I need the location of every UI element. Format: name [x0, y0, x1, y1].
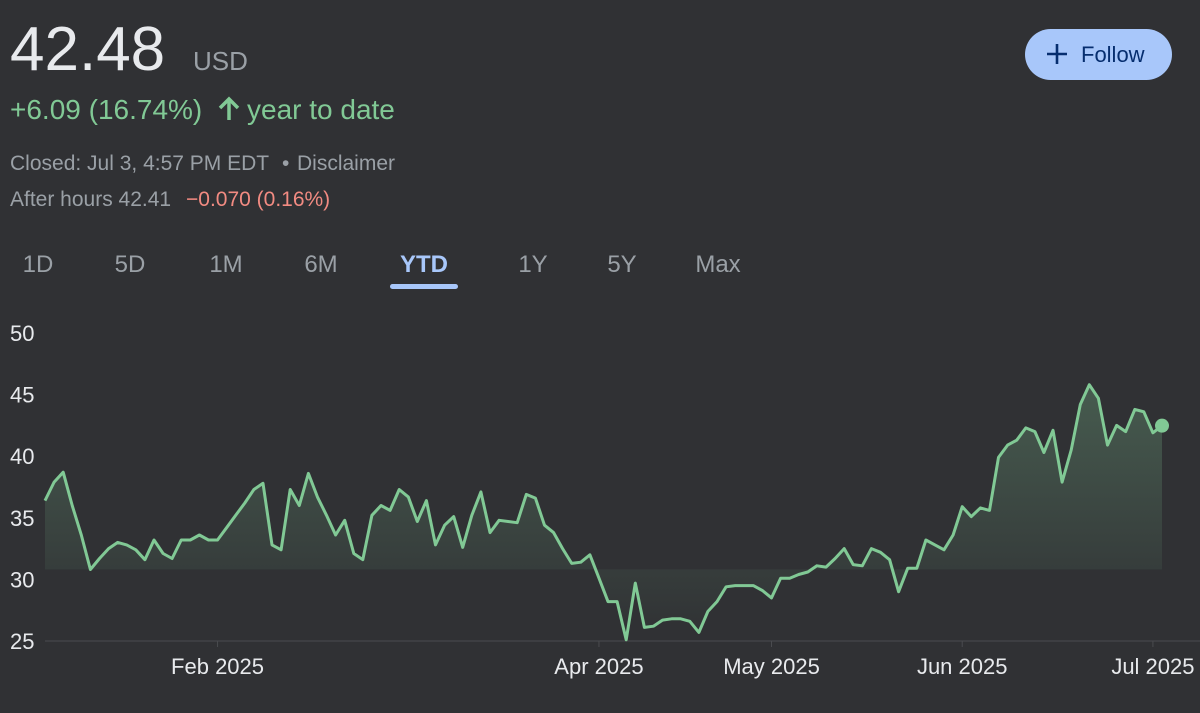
price: 42.48: [10, 15, 165, 84]
y-tick-label: 45: [10, 383, 34, 408]
disclaimer[interactable]: Disclaimer: [297, 152, 395, 175]
area: [45, 384, 1162, 640]
period: year to date: [247, 94, 395, 125]
tabs: 1D 5D 1M 6M YTD 1Y 5Y Max: [23, 251, 741, 289]
x-tick-label: Feb 2025: [171, 654, 264, 679]
y-tick-label: 35: [10, 506, 34, 531]
x-tick-label: Jun 2025: [917, 654, 1008, 679]
closed-time: Closed: Jul 3, 4:57 PM EDT: [10, 152, 269, 175]
currency: USD: [193, 46, 248, 76]
plus-icon: [1047, 44, 1067, 64]
tab[interactable]: 5Y: [607, 251, 636, 278]
y-tick-label: 50: [10, 321, 34, 346]
tab-indicator: [390, 284, 458, 289]
x-tick-label: Apr 2025: [554, 654, 643, 679]
tab[interactable]: 1Y: [518, 251, 547, 278]
separator: •: [282, 152, 289, 175]
tab[interactable]: 1M: [209, 251, 242, 278]
tab[interactable]: 1D: [23, 251, 54, 278]
price-line: [43, 383, 1163, 642]
after-change: −0.070 (0.16%): [186, 188, 330, 211]
y-tick-label: 40: [10, 444, 34, 469]
tab[interactable]: YTD: [400, 251, 448, 278]
y-tick-label: 30: [10, 567, 34, 592]
tab[interactable]: Max: [695, 251, 740, 278]
tab[interactable]: 6M: [304, 251, 337, 278]
x-tick-label: May 2025: [723, 654, 820, 679]
tab[interactable]: 5D: [115, 251, 146, 278]
follow-bg[interactable]: [1025, 29, 1172, 80]
change: +6.09 (16.74%): [10, 94, 202, 125]
last-point: [1155, 418, 1169, 433]
y-tick-label: 25: [10, 629, 34, 654]
follow-label[interactable]: Follow: [1081, 42, 1145, 67]
follow-button[interactable]: Follow: [1025, 29, 1172, 80]
x-tick-label: Jul 2025: [1111, 654, 1194, 679]
up-arrow: [218, 96, 240, 120]
chart: 25 30 35 40 45 50 Feb 2025 Apr 2025 May 2025 Jun …: [10, 321, 1200, 679]
after-hours: After hours 42.41: [10, 188, 171, 211]
